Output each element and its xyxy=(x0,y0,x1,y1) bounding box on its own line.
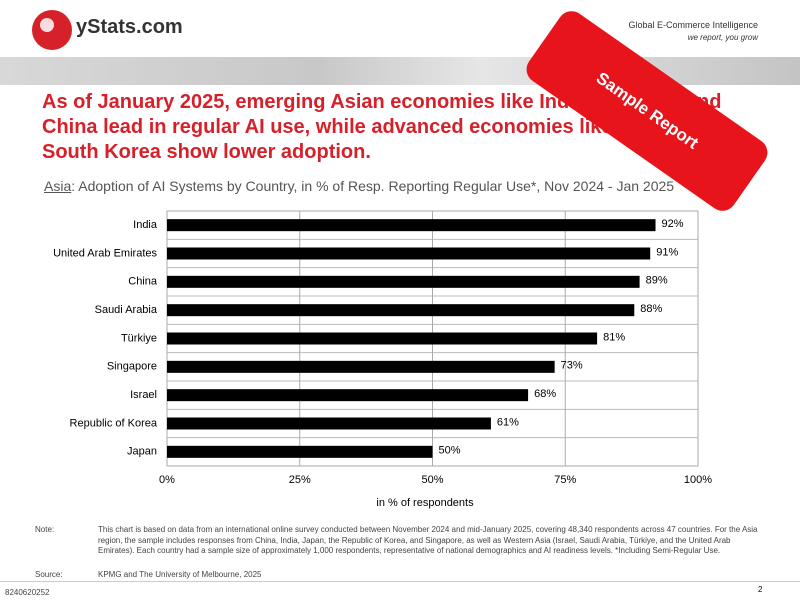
y-tick-label: Republic of Korea xyxy=(70,417,158,429)
report-code: 8240620252 xyxy=(5,588,50,597)
value-label: 88% xyxy=(640,303,662,315)
y-tick-label: India xyxy=(133,219,158,231)
x-tick-label: 50% xyxy=(421,474,443,486)
y-tick-label: United Arab Emirates xyxy=(53,247,157,259)
bar xyxy=(167,360,555,373)
y-tick-label: Saudi Arabia xyxy=(95,304,158,316)
bar xyxy=(167,445,433,458)
bar xyxy=(167,417,491,430)
x-tick-label: 75% xyxy=(554,474,576,486)
value-label: 81% xyxy=(603,331,625,343)
source-label: Source: xyxy=(35,570,63,579)
page-number: 2 xyxy=(758,585,763,594)
x-tick-label: 100% xyxy=(684,474,712,486)
y-tick-label: Israel xyxy=(130,389,157,401)
value-label: 50% xyxy=(439,445,461,457)
bar xyxy=(167,247,651,260)
subtitle-line: Asia: Adoption of AI Systems by Country,… xyxy=(44,178,674,194)
bar xyxy=(167,304,635,317)
title: As of January 2025, emerging Asian econo… xyxy=(42,91,722,163)
note-label: Note: xyxy=(35,525,55,534)
bar xyxy=(167,332,598,345)
slogan: we report, you grow xyxy=(687,33,758,42)
subtitle: : Adoption of AI Systems by Country, in … xyxy=(71,178,675,194)
value-label: 68% xyxy=(534,388,556,400)
value-label: 61% xyxy=(497,416,519,428)
value-label: 92% xyxy=(662,218,684,230)
note: This chart is based on data from an inte… xyxy=(98,525,758,555)
footer-rule xyxy=(0,581,800,582)
x-tick-label: 25% xyxy=(289,474,311,486)
logo-text: yStats.com xyxy=(76,16,183,38)
chart: in % of respondents 0% 25% 50% 75% 100% India… xyxy=(53,210,712,509)
value-label: 89% xyxy=(646,275,668,287)
tagline: Global E-Commerce Intelligence xyxy=(628,20,758,30)
bar xyxy=(167,219,656,232)
subtitle-region: Asia xyxy=(44,178,72,194)
bar xyxy=(167,275,640,288)
header-band xyxy=(0,57,800,85)
y-tick-label: Japan xyxy=(127,446,157,458)
y-tick-label: Türkiye xyxy=(121,332,157,344)
source: KPMG and The University of Melbourne, 20… xyxy=(98,570,262,579)
y-tick-label: China xyxy=(128,276,158,288)
value-label: 73% xyxy=(561,360,583,372)
x-axis-label: in % of respondents xyxy=(376,497,474,509)
logo-icon xyxy=(32,10,72,50)
bar xyxy=(167,389,529,402)
y-tick-label: Singapore xyxy=(107,361,157,373)
value-label: 91% xyxy=(656,246,678,258)
x-tick-label: 0% xyxy=(159,474,175,486)
